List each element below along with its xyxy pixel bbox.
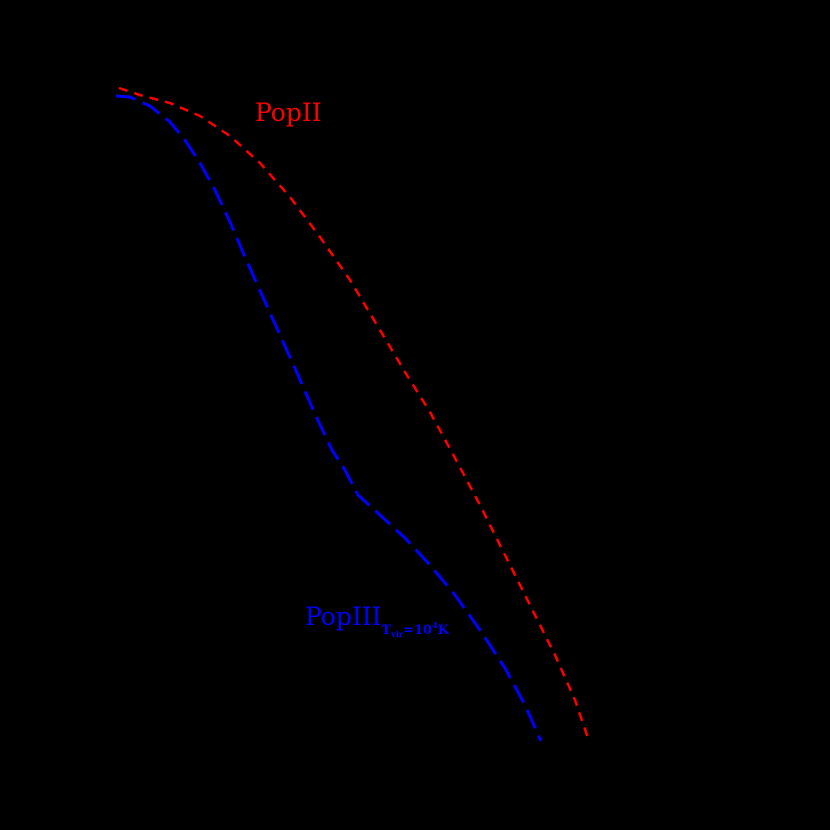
popii-curve [118, 86, 591, 742]
popii-label: PopII [255, 98, 322, 127]
popiii-curve [115, 94, 543, 742]
popiii-label: PopIIITvir=104K [305, 602, 449, 639]
popiii-label-main: PopIII [305, 602, 382, 631]
popiii-label-subscript: Tvir=104K [381, 620, 449, 639]
